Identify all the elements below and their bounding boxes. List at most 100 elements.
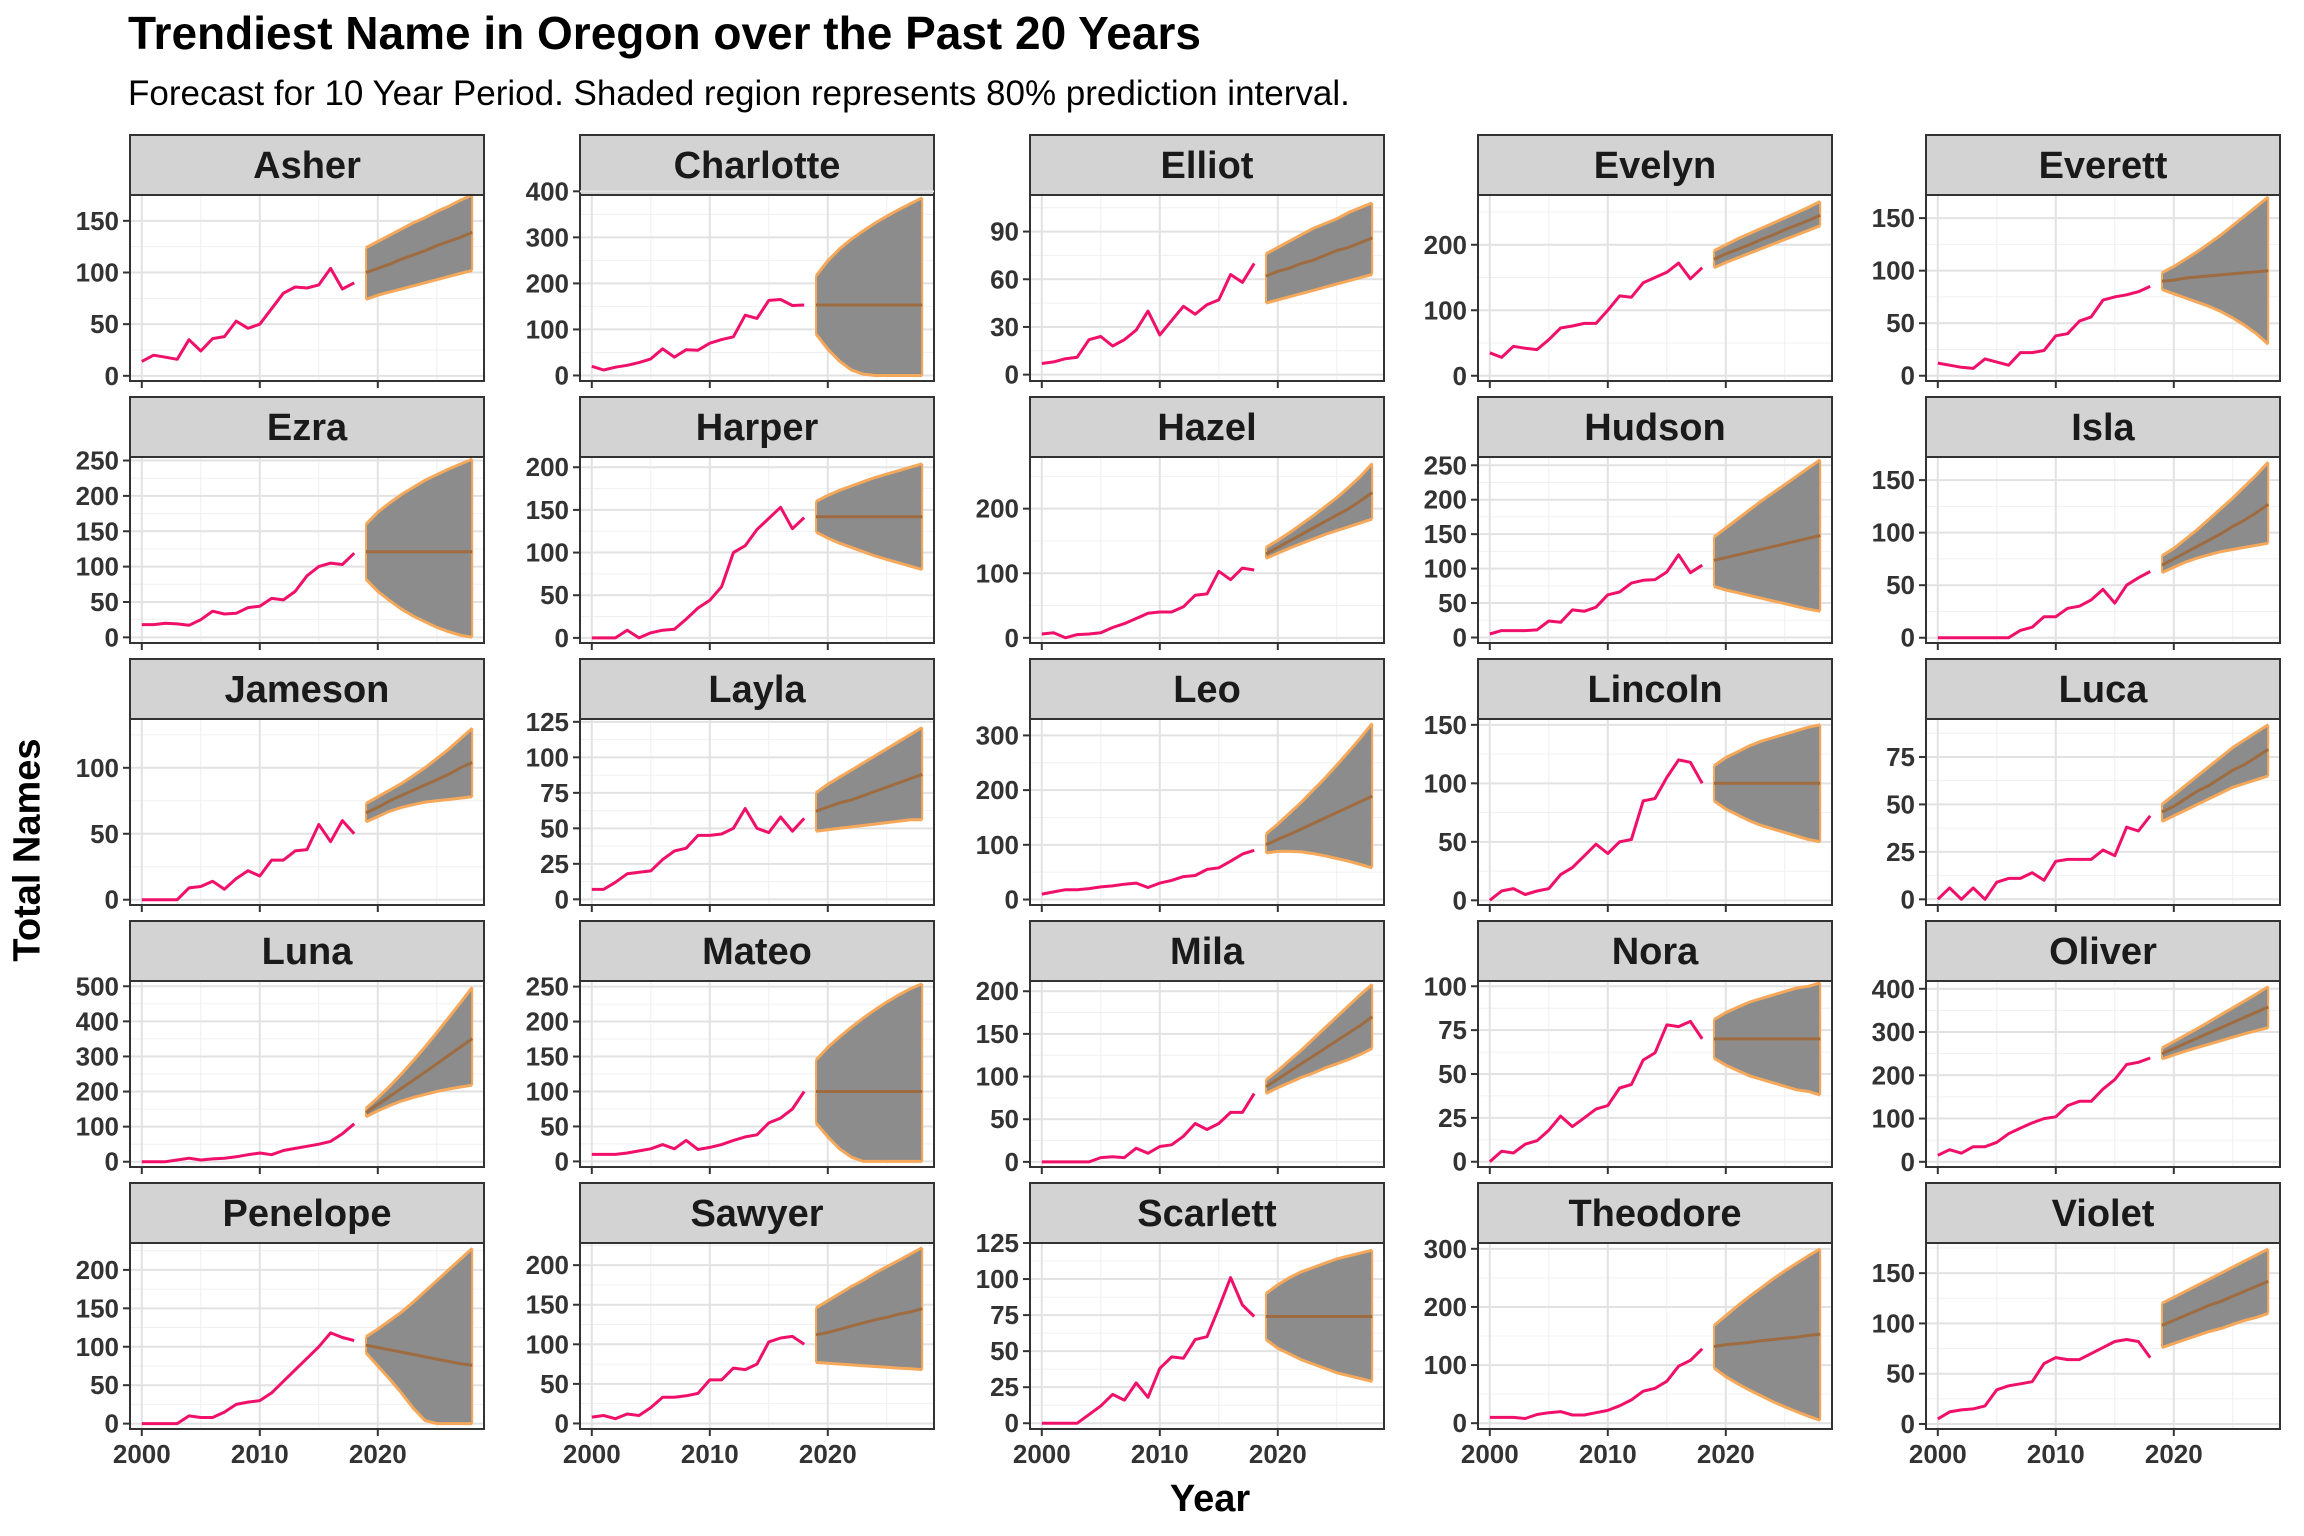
y-tick-label: 50	[540, 1111, 569, 1141]
history-line	[1041, 848, 1255, 896]
facet-mila: Mila 0 50 100 150 200	[976, 920, 1385, 1177]
facet-title: Mateo	[702, 931, 812, 973]
facet-title: Asher	[253, 145, 361, 187]
history-line	[141, 1122, 356, 1164]
facet-title: Elliot	[1161, 145, 1254, 187]
y-tick-label: 300	[976, 720, 1019, 750]
y-tick-label: 150	[526, 1042, 569, 1072]
y-tick-label: 0	[555, 1146, 569, 1176]
interval-upper-edge	[2161, 985, 2269, 1050]
forecast-line	[815, 772, 923, 813]
facet-title: Luna	[262, 931, 354, 973]
y-tick-label: 100	[1872, 1308, 1915, 1338]
facet-title: Lincoln	[1587, 669, 1722, 711]
x-tick-label: 2000	[1013, 1439, 1071, 1469]
interval-lower-edge	[2161, 541, 2269, 574]
facet-asher: Asher 0 50 100 150	[76, 134, 485, 391]
interval-lower-edge	[2161, 1311, 2269, 1350]
interval-lower-edge	[814, 1121, 923, 1163]
facet-strip	[579, 1182, 935, 1244]
facet-strip	[1925, 920, 2281, 982]
y-tick-label: 100	[1424, 554, 1467, 584]
panel-border	[1029, 456, 1385, 644]
y-tick-label: 100	[1424, 971, 1467, 1001]
y-tick-label: 50	[90, 587, 119, 617]
interval-lower-edge	[1265, 1338, 1373, 1383]
y-tick-label: 200	[526, 1007, 569, 1037]
history-line	[1937, 285, 2151, 370]
x-tick-label: 2000	[113, 1439, 171, 1469]
facet-strip	[1029, 396, 1385, 458]
y-tick-label: 150	[76, 1293, 119, 1323]
y-tick-label: 0	[1005, 885, 1019, 915]
facet-title: Evelyn	[1594, 145, 1717, 187]
x-axis-label: Year	[1169, 1478, 1251, 1520]
panel-border	[129, 718, 485, 906]
history-line	[591, 807, 806, 891]
y-tick-label: 300	[1872, 1017, 1915, 1047]
history-line	[591, 1090, 806, 1156]
y-tick-label: 250	[1424, 450, 1467, 480]
y-tick-label: 0	[105, 885, 119, 915]
history-line	[1041, 1092, 1256, 1164]
history-line	[141, 552, 356, 627]
y-tick-label: 100	[526, 538, 569, 568]
facet-strip	[129, 920, 485, 982]
y-tick-label: 100	[526, 1329, 569, 1359]
y-tick-label: 60	[990, 264, 1019, 294]
prediction-interval	[366, 1248, 473, 1424]
y-tick-label: 300	[76, 1041, 119, 1071]
history-line	[1937, 1338, 2152, 1421]
facet-title: Jameson	[225, 669, 390, 711]
facet-luca: Luca 0 25 50 75	[1886, 658, 2281, 914]
prediction-interval	[1714, 1248, 1821, 1421]
facet-strip	[129, 658, 485, 720]
history-line	[141, 819, 356, 902]
facet-strip	[579, 396, 935, 458]
panel-border	[579, 718, 935, 906]
y-tick-label: 100	[1872, 1104, 1915, 1134]
facet-strip	[1029, 1182, 1385, 1244]
x-tick-label: 2000	[1909, 1439, 1967, 1469]
facet-title: Charlotte	[674, 145, 841, 187]
x-tick-label: 2010	[231, 1439, 289, 1469]
interval-upper-edge	[365, 727, 474, 805]
y-tick-label: 50	[990, 1336, 1019, 1366]
y-tick-label: 75	[540, 778, 569, 808]
facet-strip	[579, 134, 935, 196]
panel-border	[129, 194, 485, 382]
facet-layla: Layla 0 25 50 75 100 125	[526, 658, 935, 914]
forecast-line	[365, 1343, 473, 1367]
interval-lower-edge	[2161, 1026, 2269, 1061]
interval-lower-edge	[364, 578, 473, 639]
y-tick-label: 125	[976, 1228, 1019, 1258]
facet-strip	[1925, 658, 2281, 720]
history-line	[1489, 261, 1704, 359]
prediction-interval	[1714, 201, 1821, 268]
panel-border	[1477, 194, 1833, 382]
history-line	[591, 1334, 806, 1421]
y-tick-label: 100	[976, 1264, 1019, 1294]
y-tick-label: 50	[90, 309, 119, 339]
y-tick-label: 300	[526, 222, 569, 252]
y-tick-label: 50	[540, 580, 569, 610]
y-tick-label: 200	[76, 1255, 119, 1285]
panel-background	[1926, 719, 2280, 905]
y-tick-label: 150	[1424, 710, 1467, 740]
facet-strip	[129, 1182, 485, 1244]
facet-title: Hazel	[1157, 407, 1256, 449]
panel-border	[579, 456, 935, 644]
y-tick-label: 500	[76, 971, 119, 1001]
facet-title: Layla	[708, 669, 806, 711]
facet-charlotte: Charlotte 0 100 200 300 400	[526, 134, 935, 390]
prediction-interval	[1266, 984, 1373, 1094]
y-tick-label: 25	[1438, 1103, 1467, 1133]
y-tick-label: 0	[1005, 360, 1019, 390]
facet-title: Oliver	[2049, 931, 2157, 973]
interval-lower-edge	[1713, 224, 1821, 270]
y-tick-label: 25	[540, 849, 569, 879]
facet-nora: Nora 0 25 50 75 100	[1424, 920, 1833, 1177]
facet-title: Ezra	[267, 407, 348, 449]
interval-upper-edge	[1713, 458, 1822, 539]
facet-strip	[1477, 396, 1833, 458]
